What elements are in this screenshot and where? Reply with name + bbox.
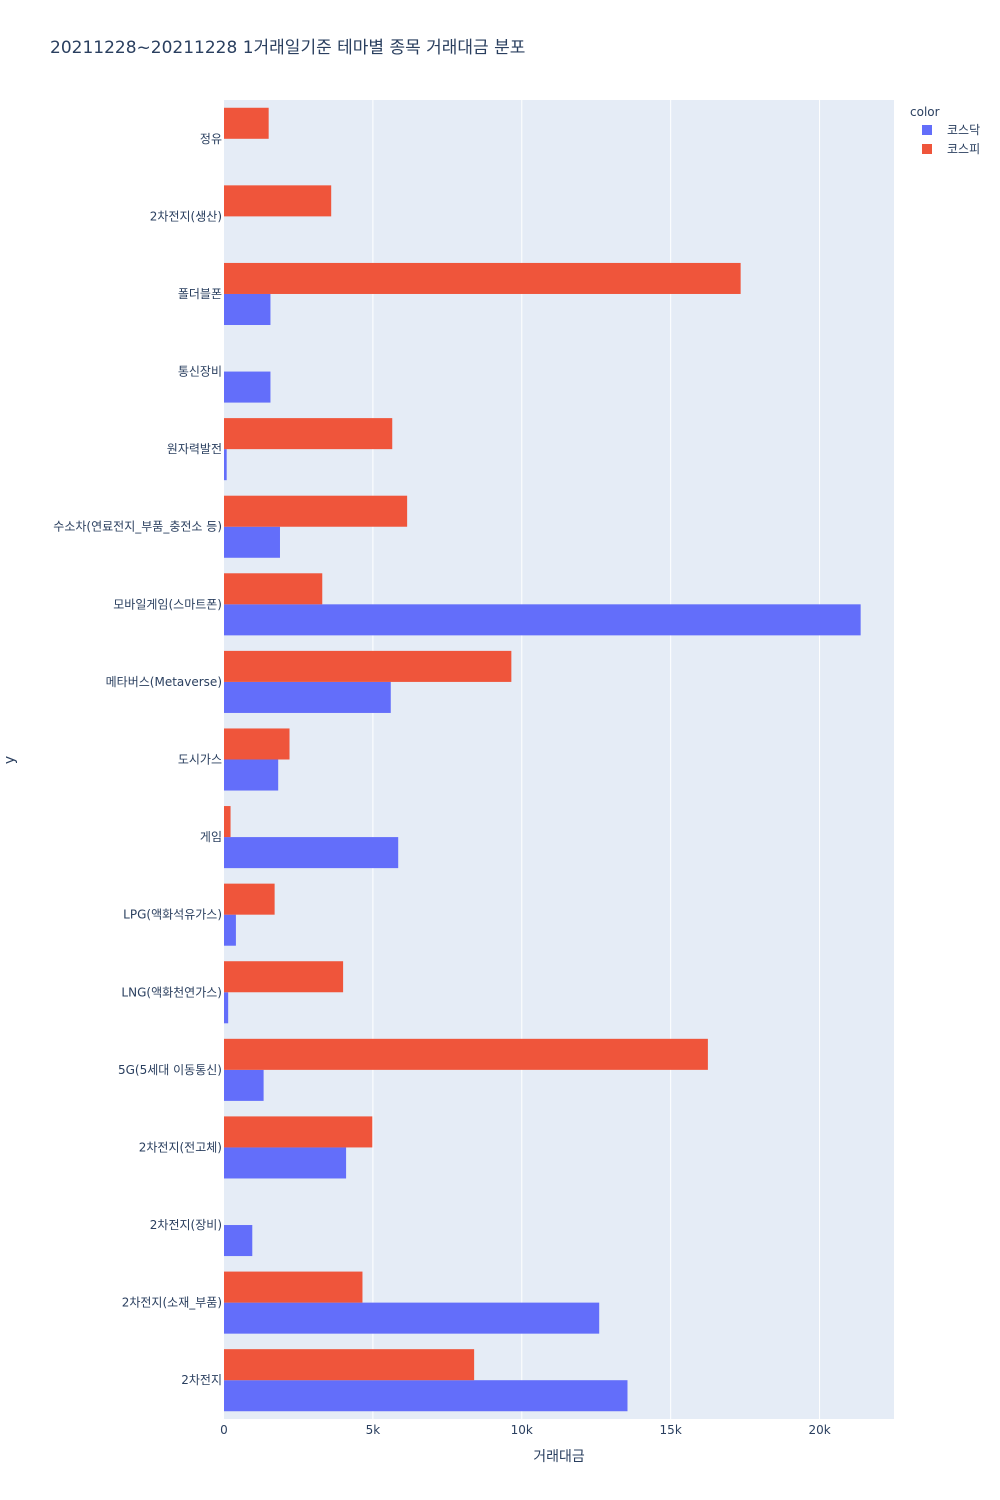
gridlines bbox=[372, 100, 821, 1419]
bar[interactable] bbox=[224, 293, 271, 326]
y-tick-label: 5G(5세대 이동통신) bbox=[118, 1063, 222, 1077]
bar[interactable] bbox=[224, 883, 275, 915]
x-axis-title: 거래대금 bbox=[533, 1449, 585, 1465]
y-tick-label: 메타버스(Metaverse) bbox=[106, 675, 222, 689]
bar[interactable] bbox=[224, 1116, 373, 1148]
bar[interactable] bbox=[224, 914, 236, 946]
legend-title: color bbox=[910, 105, 940, 119]
bar[interactable] bbox=[224, 604, 861, 636]
x-axis-ticks: 0 5k 10k 15k 20k bbox=[220, 1423, 831, 1437]
y-tick-label: 폴더블폰 bbox=[178, 287, 222, 301]
bar[interactable] bbox=[224, 728, 290, 760]
x-tick-label: 0 bbox=[220, 1423, 228, 1437]
y-tick-label: 게임 bbox=[200, 830, 222, 844]
bar[interactable] bbox=[224, 992, 229, 1024]
y-tick-label: 원자력발전 bbox=[167, 442, 222, 456]
bar[interactable] bbox=[224, 1380, 628, 1412]
y-tick-label: 통신장비 bbox=[178, 365, 222, 379]
bar[interactable] bbox=[224, 107, 269, 139]
bar[interactable] bbox=[224, 1349, 475, 1381]
y-tick-label: 2차전지(생산) bbox=[150, 209, 222, 223]
bar[interactable] bbox=[224, 961, 344, 993]
y-tick-label: 정유 bbox=[200, 132, 222, 146]
bar[interactable] bbox=[224, 1225, 253, 1257]
bar[interactable] bbox=[224, 371, 271, 403]
x-tick-label: 5k bbox=[366, 1423, 381, 1437]
bar[interactable] bbox=[224, 418, 393, 450]
legend-label[interactable]: 코스닥 bbox=[947, 123, 980, 137]
bar[interactable] bbox=[224, 1069, 264, 1101]
y-axis-title: y bbox=[2, 756, 18, 764]
bar[interactable] bbox=[224, 573, 323, 605]
y-tick-label: 2차전지 bbox=[181, 1373, 222, 1387]
x-tick-label: 15k bbox=[660, 1423, 682, 1437]
legend-swatch[interactable] bbox=[922, 125, 932, 135]
bar[interactable] bbox=[224, 262, 741, 294]
bar[interactable] bbox=[224, 1147, 347, 1179]
bar[interactable] bbox=[224, 185, 332, 217]
bar[interactable] bbox=[224, 1038, 708, 1070]
bar[interactable] bbox=[224, 650, 512, 682]
bar[interactable] bbox=[224, 681, 391, 713]
legend-swatch[interactable] bbox=[922, 144, 932, 154]
bars bbox=[224, 107, 861, 1412]
x-tick-label: 20k bbox=[808, 1423, 830, 1437]
bar[interactable] bbox=[224, 1302, 600, 1334]
bar[interactable] bbox=[224, 806, 231, 838]
y-tick-label: 2차전지(전고체) bbox=[139, 1140, 222, 1154]
bar[interactable] bbox=[224, 1271, 363, 1303]
x-tick-label: 10k bbox=[511, 1423, 533, 1437]
y-tick-label: 수소차(연료전지_부품_충전소 등) bbox=[53, 520, 222, 534]
y-tick-label: 도시가스 bbox=[178, 753, 222, 767]
bar[interactable] bbox=[224, 495, 408, 527]
y-tick-label: 모바일게임(스마트폰) bbox=[113, 597, 222, 611]
legend-label[interactable]: 코스피 bbox=[947, 142, 980, 156]
y-tick-label: LNG(액화천연가스) bbox=[121, 984, 222, 999]
bar[interactable] bbox=[224, 759, 279, 791]
bar[interactable] bbox=[224, 449, 227, 481]
y-tick-label: LPG(액화석유가스) bbox=[123, 908, 222, 922]
plot-background bbox=[224, 100, 894, 1419]
bar[interactable] bbox=[224, 837, 399, 869]
y-tick-label: 2차전지(장비) bbox=[150, 1218, 222, 1232]
bar[interactable] bbox=[224, 526, 280, 558]
y-tick-label: 2차전지(소재_부품) bbox=[122, 1296, 222, 1310]
chart-title: 20211228~20211228 1거래일기준 테마별 종목 거래대금 분포 bbox=[50, 38, 526, 58]
